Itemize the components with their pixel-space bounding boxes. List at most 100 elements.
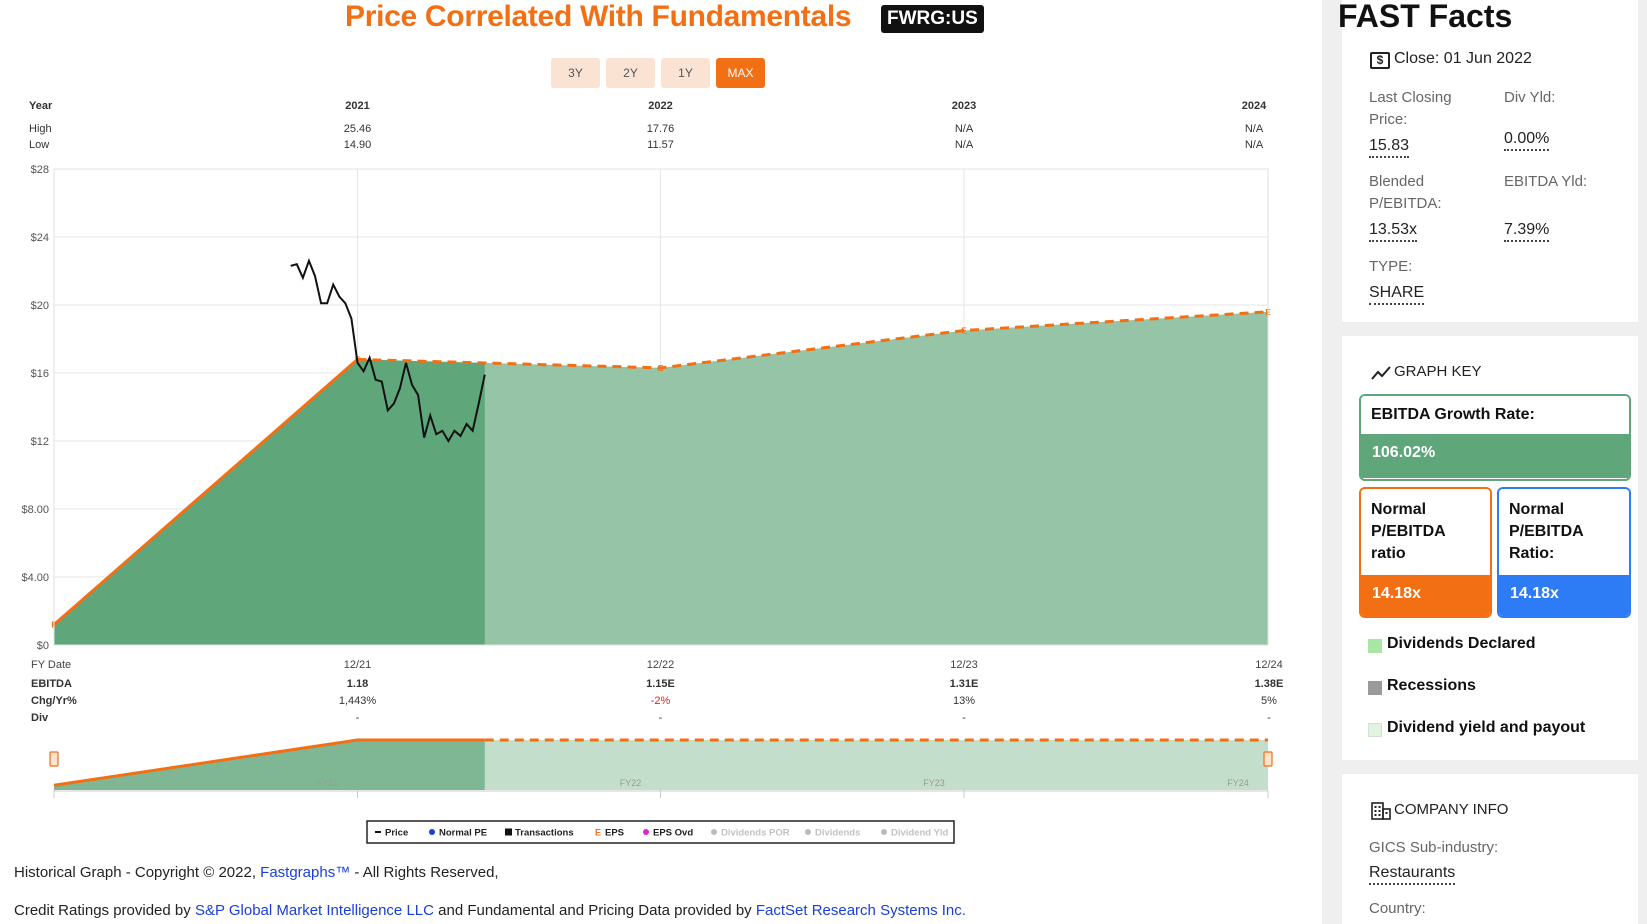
year-label: Year	[29, 100, 53, 112]
blended-value[interactable]: 13.53x	[1369, 220, 1418, 242]
fast-facts-title: FAST Facts	[1338, 0, 1513, 34]
mini-fy-label: FY24	[1227, 778, 1249, 788]
copyright-line: Historical Graph - Copyright © 2022, Fas…	[14, 864, 499, 881]
y-tick-label: $8.00	[21, 504, 49, 516]
factset-link[interactable]: FactSet Research Systems Inc.	[755, 902, 966, 919]
low-value: N/A	[1245, 139, 1264, 151]
y-tick-label: $0	[37, 640, 49, 652]
y-tick-label: $4.00	[21, 572, 49, 584]
dollar-icon: $	[1370, 52, 1390, 69]
chg-value: -2%	[651, 695, 671, 707]
ebitda-point-marker: E	[658, 364, 664, 373]
normal-ratio-orange-box: Normal P/EBITDA ratio 14.18x	[1359, 487, 1492, 618]
range-1y-button[interactable]: 1Y	[661, 58, 710, 88]
y-tick-label: $24	[31, 232, 49, 244]
growth-rate-box: EBITDA Growth Rate: 106.02%	[1359, 394, 1631, 481]
ebitda-value: 1.31E	[950, 678, 979, 690]
sp-global-link[interactable]: S&P Global Market Intelligence LLC	[194, 902, 434, 919]
dividend-yield-swatch	[1368, 723, 1382, 737]
low-value: N/A	[955, 139, 974, 151]
mini-line-actual	[53, 738, 485, 787]
type-label: TYPE:	[1369, 258, 1413, 275]
legend-item[interactable]: EPS Ovd	[653, 828, 693, 839]
mini-area-historical	[54, 740, 485, 790]
country-label: Country:	[1369, 900, 1426, 917]
dividends-declared-swatch	[1368, 639, 1382, 653]
ebitda-value: 1.15E	[646, 678, 675, 690]
low-value: 14.90	[344, 139, 372, 151]
chart-panel: Price Correlated With Fundamentals FWRG:…	[14, 0, 1284, 919]
div-yld-label: Div Yld:	[1504, 89, 1556, 106]
legend-item[interactable]: Transactions	[515, 828, 574, 839]
normal-ratio-blue-box: Normal P/EBITDA Ratio: 14.18x	[1497, 487, 1631, 618]
div-yld-value[interactable]: 0.00%	[1504, 129, 1550, 151]
last-closing-label: Last Closing Price:	[1369, 89, 1452, 128]
legend-eps-swatch: E	[595, 828, 601, 838]
range-2y-button[interactable]: 2Y	[606, 58, 655, 88]
legend-item[interactable]: Dividends	[815, 828, 860, 839]
high-label: High	[29, 123, 52, 135]
legend-dot-swatch	[429, 829, 435, 835]
div-value: -	[356, 712, 360, 724]
ebitda-value: 1.38E	[1255, 678, 1284, 690]
y-tick-label: $20	[31, 300, 49, 312]
recessions-swatch	[1368, 681, 1382, 695]
ebitda-label: EBITDA	[31, 678, 72, 690]
credits-mid-text: and Fundamental and Pricing Data provide…	[433, 902, 756, 919]
year-value: 2024	[1242, 100, 1267, 112]
growth-rate-label: EBITDA Growth Rate:	[1361, 396, 1629, 434]
range-max-button[interactable]: MAX	[716, 58, 765, 88]
industry-value[interactable]: Restaurants	[1369, 863, 1456, 885]
fastgraphs-link[interactable]: Fastgraphs™	[260, 864, 351, 881]
ebitda-line-actual	[53, 358, 359, 626]
ebitda-yld-value[interactable]: 7.39%	[1504, 220, 1550, 242]
high-value: 17.76	[647, 123, 675, 135]
graph-key-title: GRAPH KEY	[1394, 363, 1482, 380]
chg-label: Chg/Yr%	[31, 695, 77, 707]
fundamentals-chart: Year High Low 2021 25.46 14.90 2022 17.76 11.57 2…	[21, 100, 1284, 844]
legend-item[interactable]: Dividend Yld	[891, 828, 949, 839]
type-value[interactable]: SHARE	[1369, 283, 1425, 305]
rights-text: - All Rights Reserved,	[350, 864, 499, 881]
credits-line: Credit Ratings provided by S&P Global Ma…	[14, 902, 966, 919]
ebitda-line-estimate	[357, 310, 1269, 370]
legend-item[interactable]: Normal PE	[439, 828, 487, 839]
y-tick-label: $28	[31, 164, 49, 176]
company-info-title: COMPANY INFO	[1394, 801, 1509, 818]
copyright-text: Historical Graph - Copyright © 2022,	[14, 864, 261, 881]
low-value: 11.57	[647, 139, 674, 151]
legend-item[interactable]: Dividends POR	[721, 828, 790, 839]
chart-legend	[366, 820, 955, 844]
fast-facts-sidebar: FAST Facts $ Close: 01 Jun 2022 Last Clo…	[1322, 0, 1647, 924]
fast-facts-card: FAST Facts $ Close: 01 Jun 2022 Last Clo…	[1338, 0, 1638, 322]
recessions-label: Recessions	[1387, 677, 1476, 694]
price-line	[290, 257, 486, 443]
credits-text: Credit Ratings provided by	[14, 902, 195, 919]
dividend-yield-label: Dividend yield and payout	[1387, 719, 1586, 736]
chg-value: 13%	[953, 695, 975, 707]
mini-handle-right[interactable]	[1263, 751, 1273, 767]
range-3y-button[interactable]: 3Y	[551, 58, 600, 88]
high-value: N/A	[1245, 123, 1264, 135]
fy-date-value: 12/21	[344, 659, 372, 671]
high-value: N/A	[955, 123, 974, 135]
close-date: Close: 01 Jun 2022	[1394, 50, 1532, 67]
year-value: 2022	[648, 100, 672, 112]
legend-square-swatch	[505, 828, 512, 836]
last-closing-value[interactable]: 15.83	[1369, 136, 1410, 158]
div-value: -	[1267, 712, 1271, 724]
legend-item[interactable]: EPS	[605, 828, 624, 839]
building-icon	[1371, 802, 1391, 820]
normal-ratio-orange-label: Normal P/EBITDA ratio	[1361, 489, 1490, 575]
ebitda-area-historical	[54, 359, 485, 645]
legend-dot-swatch	[711, 829, 717, 835]
year-value: 2021	[345, 100, 369, 112]
ebitda-yld-label: EBITDA Yld:	[1504, 173, 1588, 190]
plot-border	[53, 168, 1269, 646]
normal-ratio-blue-label: Normal P/EBITDA Ratio:	[1499, 489, 1629, 575]
legend-item[interactable]: Price	[385, 828, 408, 839]
ticker-badge: FWRG:US	[881, 5, 984, 33]
fy-date-value: 12/23	[950, 659, 978, 671]
mini-handle-left[interactable]	[49, 751, 59, 767]
fy-date-value: 12/22	[647, 659, 675, 671]
